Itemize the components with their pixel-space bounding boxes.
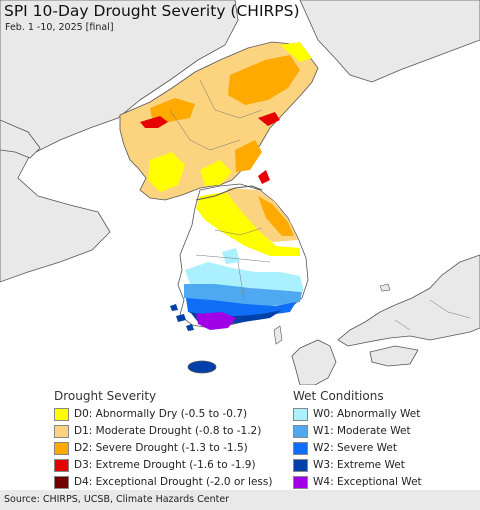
d2-patch-west <box>150 98 195 122</box>
legend-label-d3: D3: Extreme Drought (-1.6 to -1.9) <box>74 459 256 471</box>
tsushima-island <box>273 325 283 345</box>
dmz-border <box>195 185 263 201</box>
d3-patch-west-coast <box>140 116 168 128</box>
sk-d0-band <box>196 192 300 256</box>
legend-swatch-w4 <box>293 475 308 489</box>
d0-patch-west <box>148 152 185 192</box>
legend-swatch-w2 <box>293 441 308 455</box>
russia-landmass <box>299 0 480 83</box>
oki-islands <box>379 283 391 292</box>
legend-wet-title: Wet Conditions <box>293 389 384 403</box>
legend-label-d0: D0: Abnormally Dry (-0.5 to -0.7) <box>74 408 248 420</box>
legend-item-d3: D3: Extreme Drought (-1.6 to -1.9) <box>54 457 256 473</box>
legend-item-w0: W0: Abnormally Wet <box>293 406 420 422</box>
d2-patch-east <box>235 140 262 172</box>
legend-swatch-w1 <box>293 424 308 438</box>
d0-patch-center <box>200 160 232 186</box>
legend-item-d4: D4: Exceptional Drought (-2.0 or less) <box>54 474 272 490</box>
liaodong-peninsula <box>0 119 41 159</box>
legend-item-w4: W4: Exceptional Wet <box>293 474 422 490</box>
legend-label-d1: D1: Moderate Drought (-0.8 to -1.2) <box>74 425 262 437</box>
map-title: SPI 10-Day Drought Severity (CHIRPS) <box>4 2 300 20</box>
jeju-island <box>187 360 217 374</box>
sk-w4-area <box>196 312 236 330</box>
legend-swatch-d4 <box>54 475 69 489</box>
japan-shikoku <box>369 345 419 367</box>
internal-borders <box>169 79 271 301</box>
d2-patch-north <box>228 55 300 105</box>
source-footer: Source: CHIRPS, UCSB, Climate Hazards Ce… <box>0 490 480 510</box>
legend-label-w2: W2: Severe Wet <box>313 442 397 454</box>
legend-label-d2: D2: Severe Drought (-1.3 to -1.5) <box>74 442 248 454</box>
legend-item-d2: D2: Severe Drought (-1.3 to -1.5) <box>54 440 248 456</box>
south-coast-islands <box>170 304 194 331</box>
legend-item-d1: D1: Moderate Drought (-0.8 to -1.2) <box>54 423 261 439</box>
map-subtitle: Feb. 1 -10, 2025 [final] <box>5 22 114 33</box>
legend-item-w1: W1: Moderate Wet <box>293 423 411 439</box>
legend-swatch-w0 <box>293 407 308 421</box>
legend: Drought Severity Wet Conditions D0: Abno… <box>0 385 480 490</box>
legend-item-d0: D0: Abnormally Dry (-0.5 to -0.7) <box>54 406 247 422</box>
drought-map: SPI 10-Day Drought Severity (CHIRPS) Feb… <box>0 0 480 385</box>
legend-label-w1: W1: Moderate Wet <box>313 425 411 437</box>
legend-label-w0: W0: Abnormally Wet <box>313 408 421 420</box>
legend-swatch-d2 <box>54 441 69 455</box>
d3-patch-north-coast <box>258 112 280 126</box>
source-credit: Source: CHIRPS, UCSB, Climate Hazards Ce… <box>4 494 230 505</box>
japan-honshu <box>337 254 480 347</box>
legend-drought-title: Drought Severity <box>54 389 157 403</box>
legend-swatch-d3 <box>54 458 69 472</box>
legend-label-d4: D4: Exceptional Drought (-2.0 or less) <box>74 476 273 488</box>
legend-item-w2: W2: Severe Wet <box>293 440 397 456</box>
legend-item-w3: W3: Extreme Wet <box>293 457 405 473</box>
legend-label-w3: W3: Extreme Wet <box>313 459 405 471</box>
legend-swatch-d1 <box>54 424 69 438</box>
legend-swatch-d0 <box>54 407 69 421</box>
legend-label-w4: W4: Exceptional Wet <box>313 476 422 488</box>
japan-kyushu <box>291 339 337 385</box>
japan-inner-border <box>394 299 471 331</box>
d0-patch-northeast <box>280 42 312 62</box>
sk-d2-band <box>258 196 294 236</box>
d3-patch-east-coast <box>258 170 270 184</box>
sk-w0-interior <box>222 248 240 264</box>
legend-swatch-w3 <box>293 458 308 472</box>
